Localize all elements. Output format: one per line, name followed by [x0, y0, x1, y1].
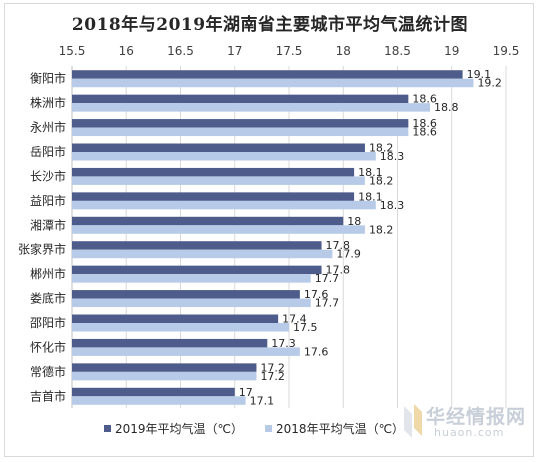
bar-2019	[72, 290, 300, 299]
x-tick-label: 19	[444, 44, 459, 58]
category-label: 张家界市	[18, 242, 66, 257]
data-label-2019: 17.4	[282, 313, 307, 326]
bar-2018	[72, 323, 289, 332]
data-label-2019: 18.6	[412, 117, 437, 130]
bar-2019	[72, 314, 279, 323]
data-label-2019: 17	[239, 386, 253, 399]
bar-2018	[72, 274, 311, 283]
data-label-2019: 17.6	[304, 288, 329, 301]
data-label-2018: 17.1	[250, 394, 275, 407]
x-tick-label: 18	[336, 44, 351, 58]
bar-2018	[72, 396, 246, 405]
category-label: 娄底市	[30, 291, 66, 306]
data-label-2019: 17.3	[271, 337, 296, 350]
data-label-2019: 18.2	[369, 142, 394, 155]
data-label-2018: 18.2	[369, 174, 394, 187]
bar-2019	[72, 192, 355, 201]
data-label-2018: 17.2	[260, 370, 285, 383]
data-label-2018: 18.3	[380, 199, 405, 212]
data-label-2018: 17.5	[293, 321, 318, 334]
bar-2019	[72, 143, 365, 152]
logo-icon	[404, 404, 422, 438]
category-label: 株洲市	[30, 95, 66, 110]
bar-2018	[72, 127, 409, 137]
category-label: 吉首市	[30, 388, 66, 403]
chart-title: 2018年与2019年湖南省主要城市平均气温统计图	[71, 15, 469, 35]
legend-item-2019: 2019年平均气温（℃）	[104, 420, 243, 437]
x-tick-label: 17	[227, 44, 242, 58]
category-label: 郴州市	[30, 266, 66, 281]
x-tick-label: 15.5	[59, 44, 86, 58]
bar-2019	[72, 94, 409, 104]
data-label-2018: 18.8	[434, 101, 459, 114]
data-label-2018: 17.9	[336, 248, 361, 261]
bar-2019	[72, 70, 463, 79]
data-label-2019: 17.8	[326, 264, 351, 277]
x-tick-label: 17.5	[276, 44, 303, 58]
category-label: 湘潭市	[30, 217, 66, 232]
data-label-2019: 19.1	[467, 68, 492, 81]
legend-swatch-2019	[104, 424, 111, 432]
bar-2018	[72, 298, 311, 308]
data-label-2018: 17.6	[304, 345, 329, 358]
x-tick-label: 19.5	[493, 44, 520, 58]
bar-2019	[72, 167, 355, 177]
watermark-url: huaon.com	[434, 426, 505, 439]
bar-2018	[72, 371, 257, 381]
data-label-2018: 18.2	[369, 223, 394, 236]
bar-2018	[72, 78, 474, 88]
bar-2019	[72, 338, 268, 348]
bar-2019	[72, 241, 322, 250]
data-label-2018: 17.7	[315, 297, 340, 310]
data-label-2018: 19.2	[477, 77, 502, 90]
bar-2019	[72, 363, 257, 372]
bar-2019	[72, 387, 235, 397]
category-label: 长沙市	[30, 168, 66, 183]
data-label-2019: 18.6	[412, 93, 437, 106]
bar-2018	[72, 249, 333, 259]
data-label-2019: 18	[347, 215, 361, 228]
category-label: 常德市	[30, 364, 66, 379]
x-tick-label: 16	[119, 44, 134, 58]
data-label-2019: 17.8	[326, 239, 351, 252]
bar-2019	[72, 119, 409, 128]
watermark-logo: 华经情报网 huaon.com	[398, 400, 528, 446]
bar-2018	[72, 225, 365, 234]
x-tick-label: 16.5	[167, 44, 194, 58]
data-label-2018: 18.3	[380, 150, 405, 163]
bar-2018	[72, 103, 431, 112]
category-label: 怀化市	[30, 339, 66, 354]
category-label: 益阳市	[30, 193, 66, 208]
bar-2018	[72, 152, 376, 161]
legend-swatch-2018	[265, 424, 273, 432]
legend-label-2019: 2019年平均气温（℃）	[115, 421, 244, 436]
data-label-2018: 17.7	[315, 272, 340, 285]
bar-2018	[72, 176, 365, 185]
category-label: 岳阳市	[30, 144, 66, 159]
category-label: 衡阳市	[30, 71, 66, 86]
data-label-2019: 17.2	[260, 361, 285, 374]
data-label-2019: 18.1	[358, 190, 383, 203]
legend-label-2018: 2018年平均气温（℃）	[276, 421, 405, 436]
data-label-2018: 18.6	[412, 126, 437, 139]
watermark-text: 华经情报网	[426, 406, 527, 428]
legend-item-2018: 2018年平均气温（℃）	[265, 420, 404, 437]
bar-2018	[72, 347, 300, 356]
category-label: 邵阳市	[30, 315, 66, 330]
bar-2019	[72, 265, 322, 275]
legend: 2019年平均气温（℃） 2018年平均气温（℃）	[104, 418, 426, 438]
category-label: 永州市	[30, 120, 66, 135]
bar-2018	[72, 200, 376, 210]
x-tick-label: 18.5	[384, 44, 411, 58]
data-label-2019: 18.1	[358, 166, 383, 179]
bar-2019	[72, 216, 344, 226]
